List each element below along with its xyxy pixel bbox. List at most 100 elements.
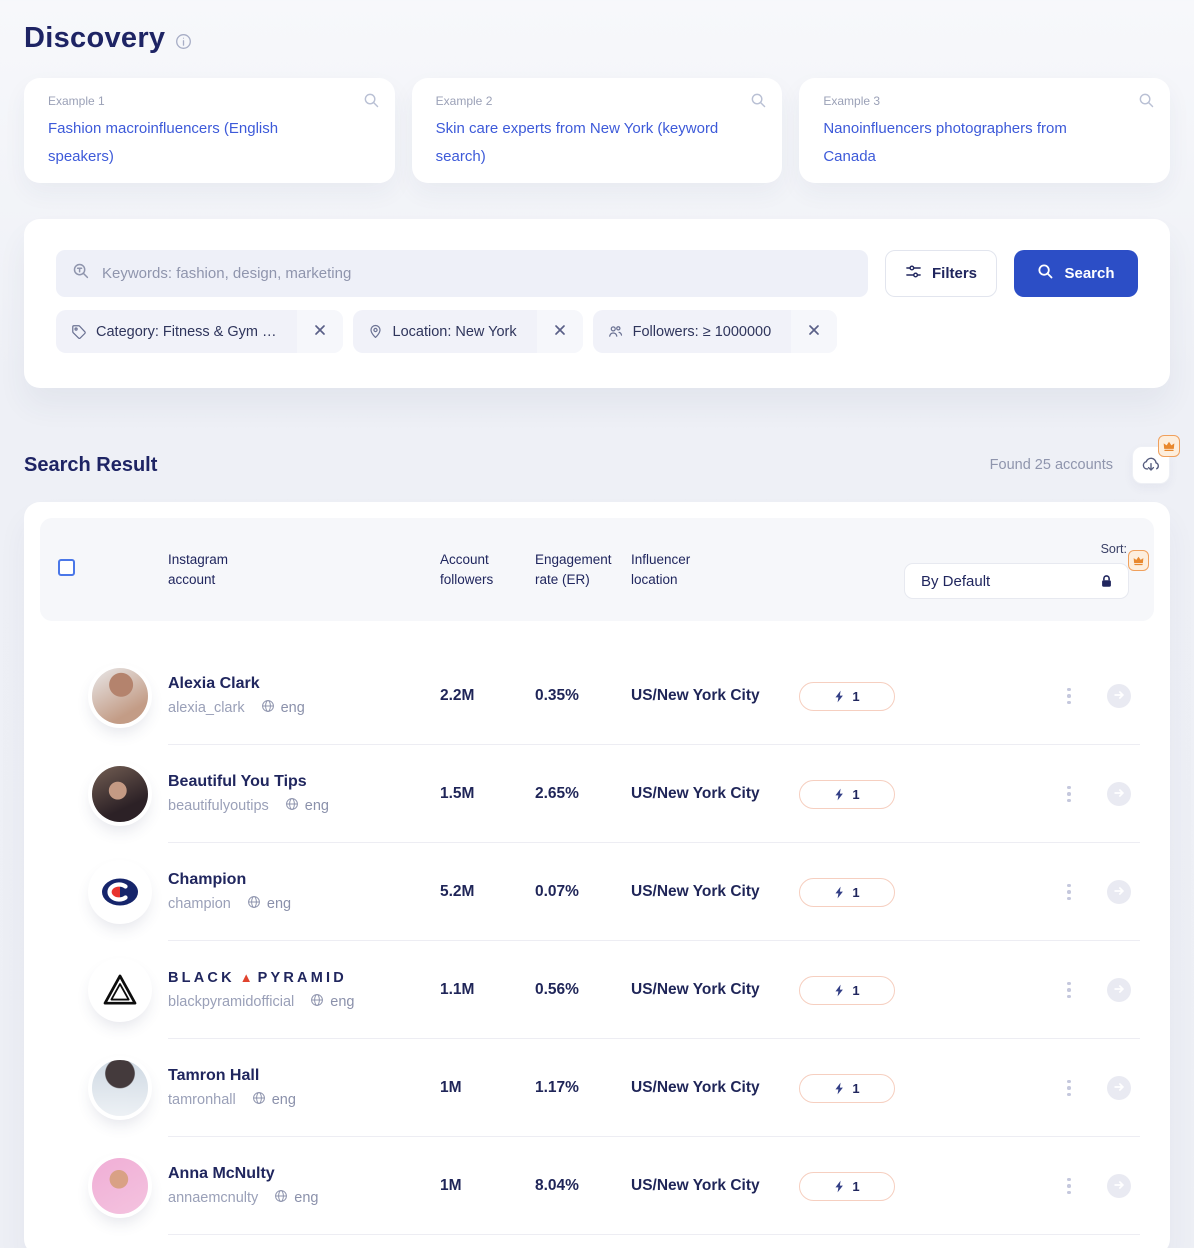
search-icon <box>1138 92 1155 114</box>
remove-filter-button[interactable] <box>791 310 838 353</box>
globe-icon <box>261 699 275 717</box>
more-menu[interactable] <box>1065 686 1073 707</box>
table-rows: Alexia Clark alexia_clark eng 2.2M 0.35% US/N… <box>40 647 1154 1235</box>
more-menu[interactable] <box>1065 882 1073 903</box>
influencer-location: US/New York City <box>631 785 760 802</box>
globe-icon <box>252 1091 266 1109</box>
language-label: eng <box>280 700 305 716</box>
search-button[interactable]: Search <box>1014 250 1138 297</box>
influencer-name[interactable]: Tamron Hall <box>168 1067 260 1084</box>
avatar[interactable] <box>92 668 148 724</box>
filter-chip[interactable]: Followers: ≥ 1000000 <box>592 310 838 353</box>
username[interactable]: alexia_clark <box>168 700 245 716</box>
info-icon[interactable] <box>175 33 192 50</box>
lightning-icon <box>834 1180 845 1193</box>
followers-value: 1.1M <box>440 981 475 998</box>
avatar[interactable] <box>92 962 148 1018</box>
filters-label: Filters <box>931 265 977 282</box>
sliders-icon <box>905 263 922 284</box>
engagement-rate-value: 0.07% <box>535 883 579 900</box>
table-row: Tamron Hall tamronhall eng 1M 1.17% US/New Yo… <box>40 1039 1154 1137</box>
influencer-name[interactable]: Alexia Clark <box>168 675 260 692</box>
influencer-name[interactable]: Champion <box>168 871 247 888</box>
example-query-text: Skin care experts from New York (keyword… <box>435 120 719 165</box>
globe-icon <box>247 895 261 913</box>
table-row: Anna McNulty annaemcnulty eng 1M 8.04% US/New… <box>40 1137 1154 1235</box>
language-label: eng <box>266 896 292 912</box>
lightning-badge[interactable]: 1 <box>799 1073 895 1103</box>
more-menu[interactable] <box>1065 1176 1073 1197</box>
more-menu[interactable] <box>1065 784 1073 805</box>
lightning-badge[interactable]: 1 <box>799 877 895 907</box>
example-label: Example 3 <box>823 94 881 108</box>
username[interactable]: champion <box>168 896 231 912</box>
example-query-text: Fashion macroinfluencers (English speake… <box>48 120 279 165</box>
avatar[interactable] <box>92 1158 148 1214</box>
open-profile-button[interactable] <box>1106 1076 1131 1100</box>
globe-icon <box>310 993 324 1011</box>
influencer-location: US/New York City <box>631 1177 760 1194</box>
username[interactable]: blackpyramidofficial <box>168 994 295 1010</box>
page-title: Discovery <box>24 22 166 54</box>
engagement-rate-value: 8.04% <box>535 1177 579 1194</box>
lightning-badge[interactable]: 1 <box>799 681 895 711</box>
avatar[interactable] <box>92 766 148 822</box>
followers-value: 1M <box>440 1079 462 1096</box>
lightning-count: 1 <box>852 884 860 900</box>
more-menu[interactable] <box>1065 980 1073 1001</box>
influencer-name[interactable]: Beautiful You Tips <box>168 773 307 790</box>
remove-filter-button[interactable] <box>536 310 583 353</box>
influencer-name[interactable]: BLACK ▲ PYRAMID <box>168 970 347 986</box>
arrow-right-icon <box>1113 689 1125 704</box>
username[interactable]: annaemcnulty <box>168 1190 259 1206</box>
keyword-search-input[interactable] <box>102 265 852 282</box>
lock-icon <box>1099 574 1114 589</box>
keyword-search-box <box>56 250 868 297</box>
username[interactable]: tamronhall <box>168 1092 236 1108</box>
globe-icon <box>274 1189 288 1207</box>
example-cards: Example 1 Fashion macroinfluencers (Engli… <box>24 78 1171 183</box>
example-label: Example 2 <box>435 94 493 108</box>
search-panel: Filters Search Category: Fitness & Gym …… <box>24 219 1170 388</box>
table-header: Instagram account Account followers Enga… <box>40 518 1154 621</box>
found-count: Found 25 accounts <box>989 457 1113 473</box>
example-card[interactable]: Example 3 Nanoinfluencers photographers f… <box>799 78 1171 183</box>
open-profile-button[interactable] <box>1106 684 1131 708</box>
avatar[interactable] <box>92 864 148 920</box>
filter-chip[interactable]: Category: Fitness & Gym … <box>56 310 343 353</box>
column-header-engagement-rate: Engagement rate (ER) <box>535 551 612 587</box>
influencer-name[interactable]: Anna McNulty <box>168 1165 275 1182</box>
export-download-button[interactable] <box>1132 446 1170 484</box>
filter-chip-label: Followers: ≥ 1000000 <box>632 323 772 340</box>
open-profile-button[interactable] <box>1106 978 1131 1002</box>
close-icon <box>554 324 566 339</box>
engagement-rate-value: 0.35% <box>535 687 579 704</box>
open-profile-button[interactable] <box>1106 880 1131 904</box>
select-all-checkbox[interactable] <box>58 558 75 576</box>
open-profile-button[interactable] <box>1106 782 1131 806</box>
filters-button[interactable]: Filters <box>885 250 997 297</box>
triangle-icon: ▲ <box>239 970 253 985</box>
lightning-badge[interactable]: 1 <box>799 779 895 809</box>
lightning-icon <box>834 886 845 899</box>
lightning-badge[interactable]: 1 <box>799 1171 895 1201</box>
lightning-icon <box>834 1082 845 1095</box>
more-menu[interactable] <box>1065 1078 1073 1099</box>
lightning-badge[interactable]: 1 <box>799 975 895 1005</box>
remove-filter-button[interactable] <box>296 310 343 353</box>
influencer-location: US/New York City <box>631 1079 760 1096</box>
language-label: eng <box>294 1190 319 1206</box>
table-row: Alexia Clark alexia_clark eng 2.2M 0.35% US/N… <box>40 647 1154 745</box>
example-card[interactable]: Example 2 Skin care experts from New York… <box>411 78 783 183</box>
avatar[interactable] <box>92 1060 148 1116</box>
search-icon <box>1037 263 1054 284</box>
open-profile-button[interactable] <box>1106 1174 1131 1198</box>
tag-icon <box>71 324 86 339</box>
example-card[interactable]: Example 1 Fashion macroinfluencers (Engli… <box>24 78 395 183</box>
filter-chip[interactable]: Location: New York <box>352 310 583 353</box>
followers-value: 5.2M <box>440 883 475 900</box>
username[interactable]: beautifulyoutips <box>168 798 269 814</box>
influencer-location: US/New York City <box>631 687 760 704</box>
sort-dropdown[interactable]: By Default <box>904 550 1149 599</box>
lightning-count: 1 <box>852 1080 860 1096</box>
